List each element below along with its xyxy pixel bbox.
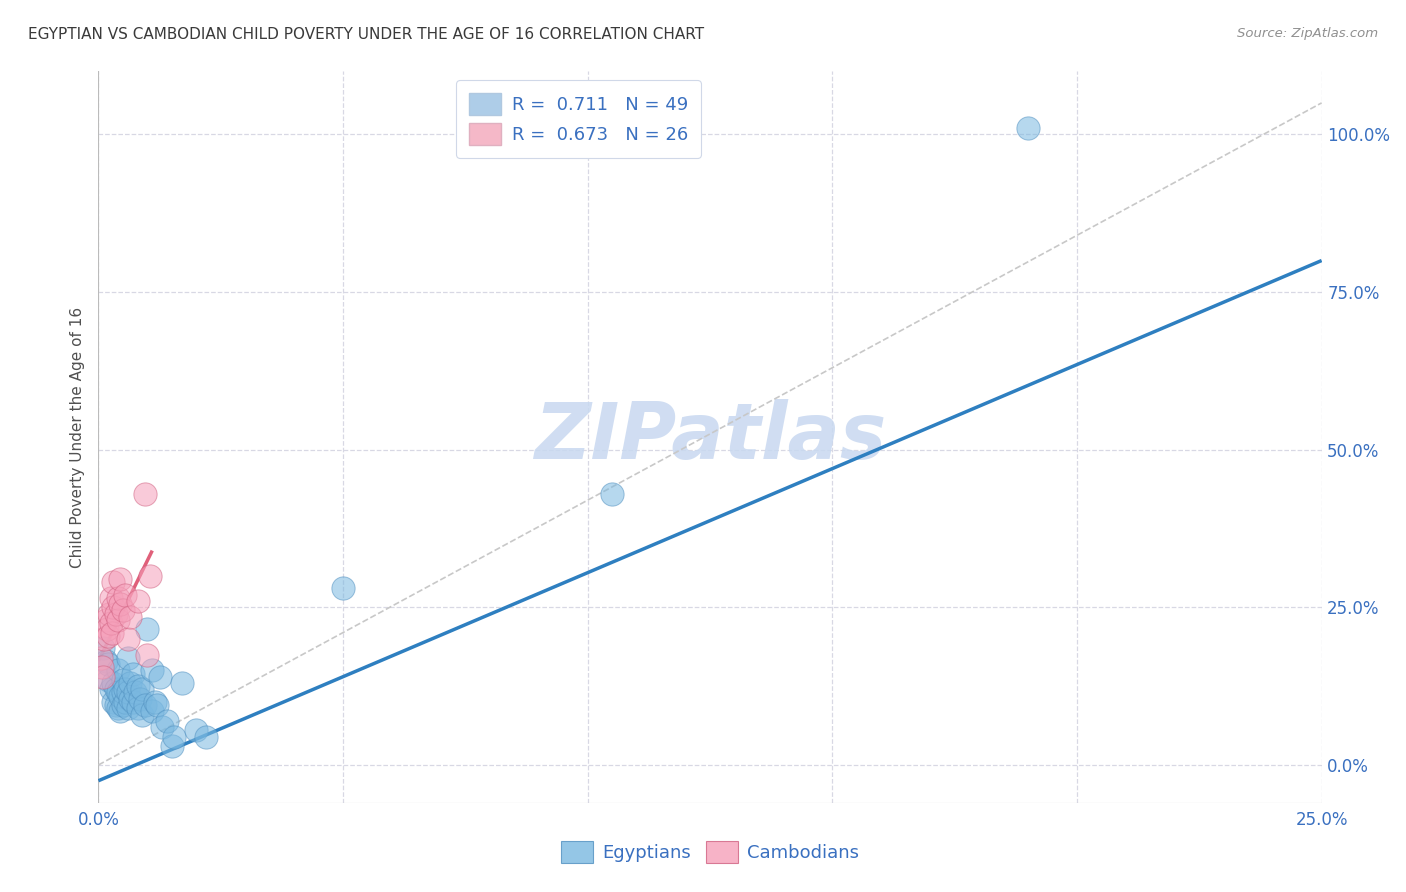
Point — [94, 613, 117, 627]
Text: ZIPatlas: ZIPatlas — [534, 399, 886, 475]
Point — [127, 594, 149, 608]
Point — [139, 569, 162, 583]
Point — [100, 682, 122, 697]
Point — [97, 657, 120, 671]
Point — [121, 666, 143, 681]
Point — [120, 676, 142, 690]
Point — [163, 730, 186, 744]
Point — [101, 575, 124, 590]
Point — [107, 685, 129, 699]
Point — [90, 650, 112, 665]
Point — [146, 698, 169, 712]
Point — [111, 603, 134, 617]
Point — [124, 685, 146, 699]
Point — [104, 682, 127, 697]
Point — [96, 623, 118, 637]
Text: EGYPTIAN VS CAMBODIAN CHILD POVERTY UNDER THE AGE OF 16 CORRELATION CHART: EGYPTIAN VS CAMBODIAN CHILD POVERTY UNDE… — [28, 27, 704, 42]
Point — [111, 673, 134, 687]
Point — [101, 625, 124, 640]
Point — [120, 691, 142, 706]
Point — [117, 701, 139, 715]
Point — [107, 664, 129, 678]
Legend: Egyptians, Cambodians: Egyptians, Cambodians — [554, 834, 866, 871]
Point — [120, 609, 142, 624]
Point — [117, 650, 139, 665]
Point — [141, 705, 163, 719]
Point — [160, 739, 183, 753]
Point — [110, 597, 132, 611]
Point — [111, 698, 134, 712]
Point — [136, 648, 159, 662]
Point — [91, 660, 114, 674]
Point — [110, 705, 132, 719]
Point — [107, 613, 129, 627]
Point — [91, 641, 114, 656]
Point — [1017, 121, 1039, 136]
Point — [186, 723, 208, 738]
Point — [101, 600, 124, 615]
Point — [101, 676, 124, 690]
Point — [149, 670, 172, 684]
Point — [98, 607, 121, 621]
Point — [150, 720, 173, 734]
Point — [134, 487, 156, 501]
Point — [121, 695, 143, 709]
Point — [127, 701, 149, 715]
Point — [131, 707, 153, 722]
Point — [101, 695, 124, 709]
Point — [110, 689, 132, 703]
Point — [100, 616, 122, 631]
Text: Source: ZipAtlas.com: Source: ZipAtlas.com — [1237, 27, 1378, 40]
Point — [127, 679, 149, 693]
Point — [141, 664, 163, 678]
Point — [117, 632, 139, 646]
Point — [114, 682, 136, 697]
Point — [107, 701, 129, 715]
Point — [111, 685, 134, 699]
Point — [97, 673, 120, 687]
Y-axis label: Child Poverty Under the Age of 16: Child Poverty Under the Age of 16 — [70, 307, 86, 567]
Point — [104, 698, 127, 712]
Point — [94, 654, 117, 668]
Point — [91, 670, 114, 684]
Point — [332, 582, 354, 596]
Point — [195, 730, 218, 744]
Point — [170, 676, 193, 690]
Point — [600, 487, 623, 501]
Point — [104, 607, 127, 621]
Point — [93, 632, 115, 646]
Point — [97, 629, 120, 643]
Point — [156, 714, 179, 728]
Point — [143, 695, 166, 709]
Point — [136, 623, 159, 637]
Point — [107, 591, 129, 605]
Point — [117, 685, 139, 699]
Point — [114, 695, 136, 709]
Point — [131, 682, 153, 697]
Point — [129, 691, 152, 706]
Point — [110, 572, 132, 586]
Point — [100, 591, 122, 605]
Point — [114, 588, 136, 602]
Point — [134, 698, 156, 712]
